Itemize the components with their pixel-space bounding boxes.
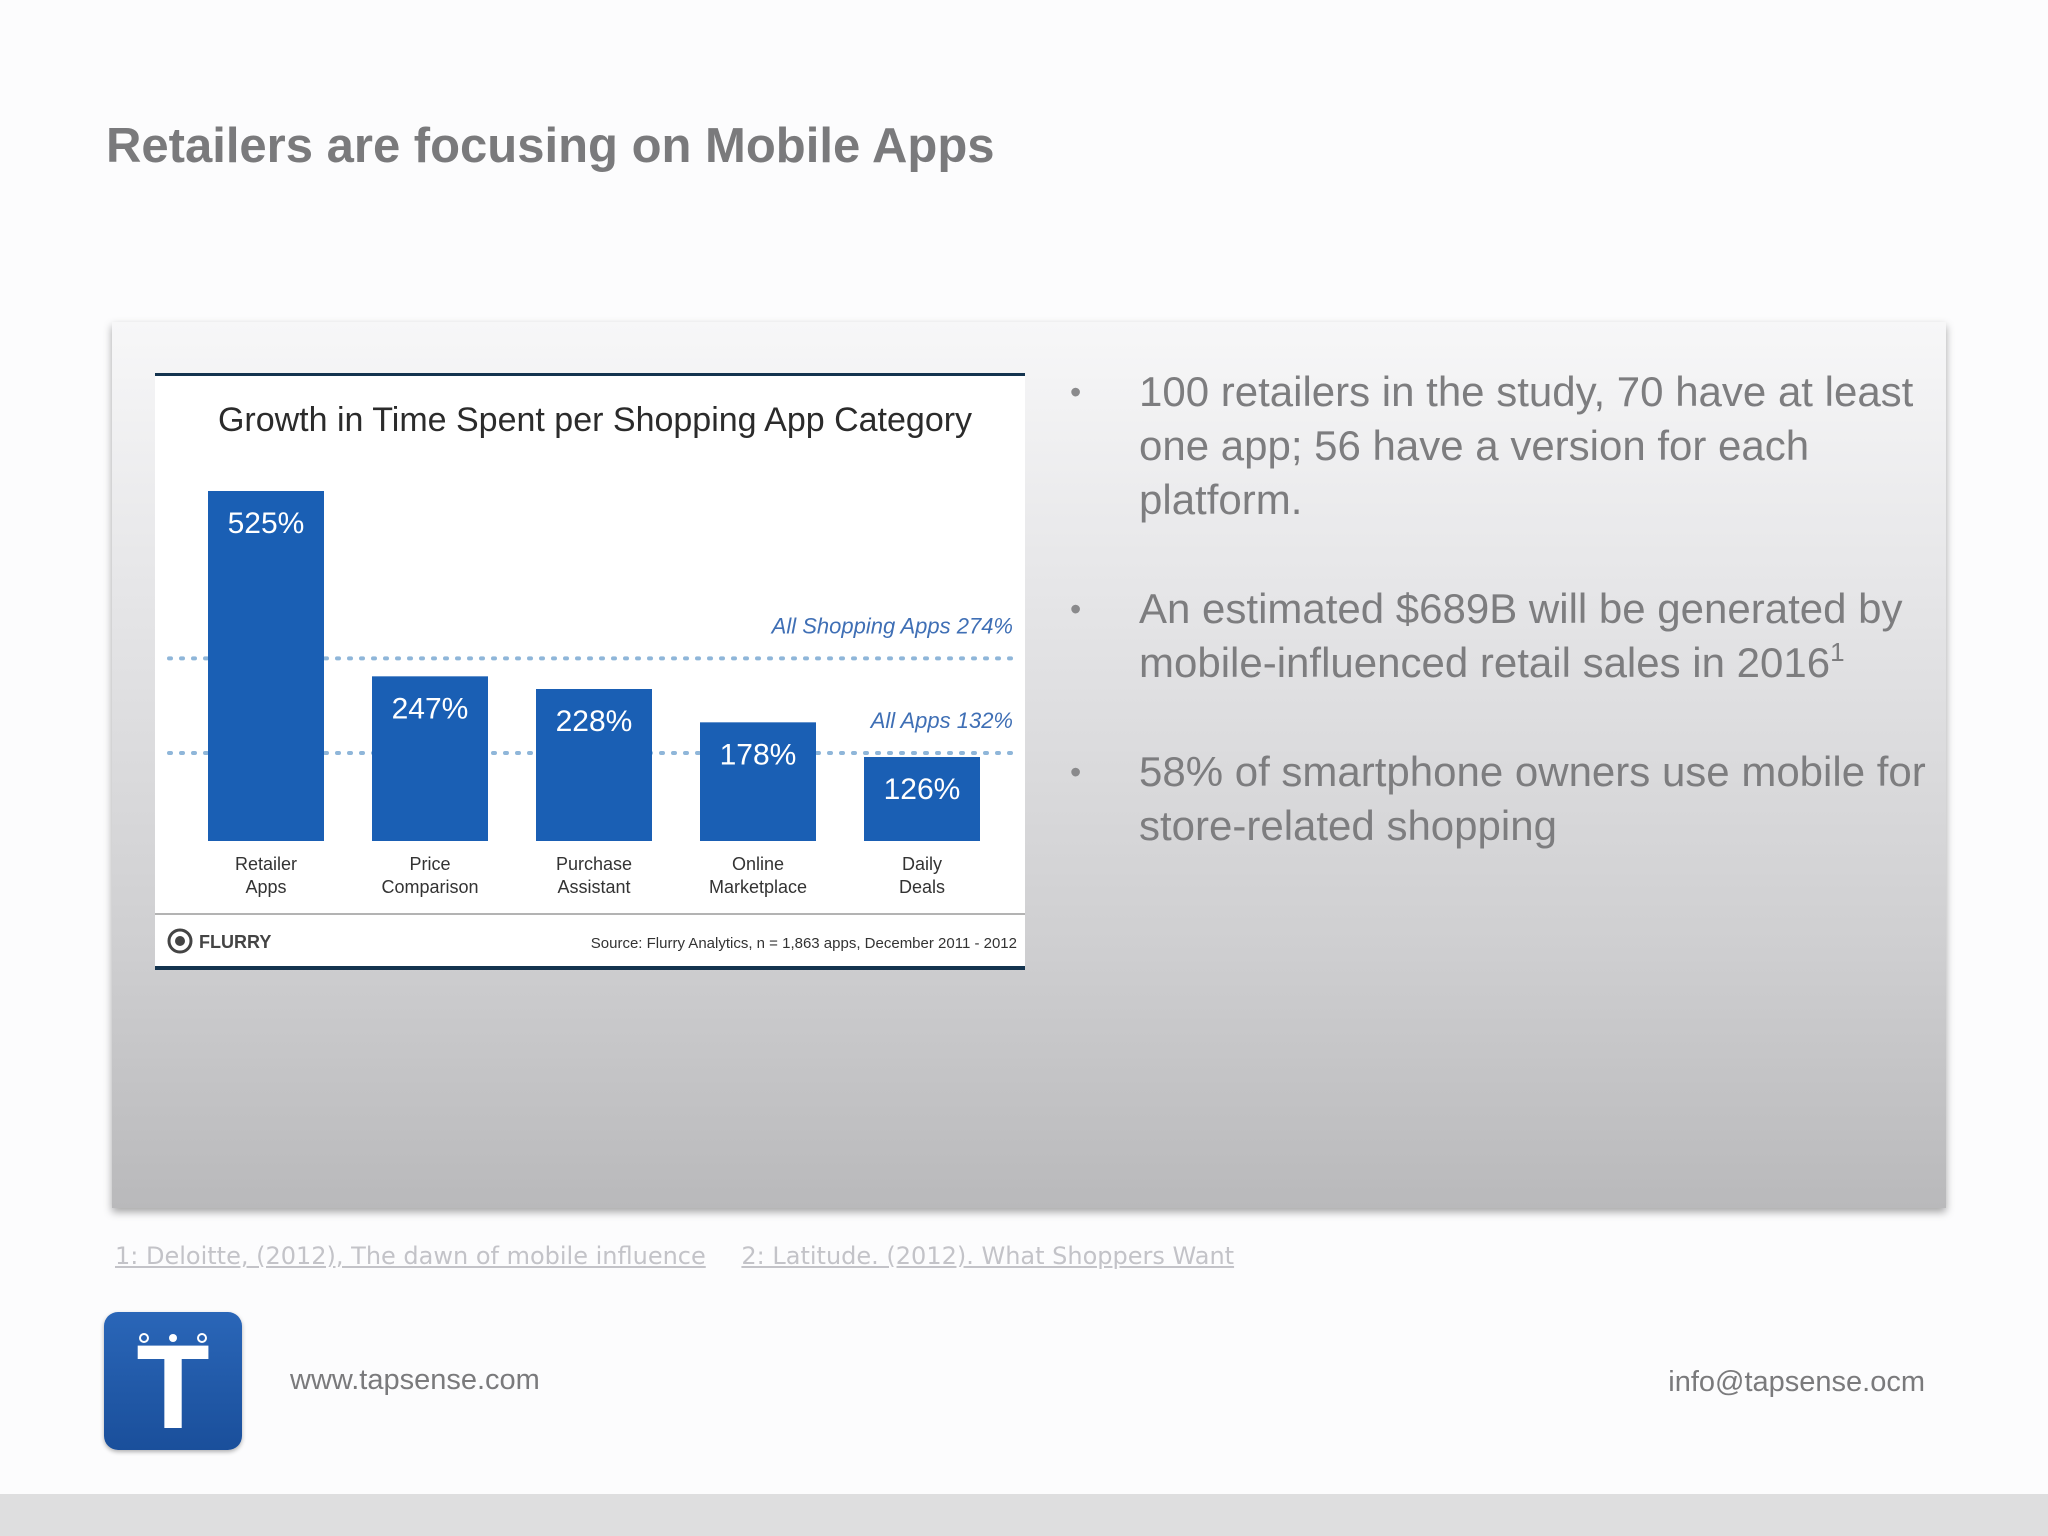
category-label: Purchase [556, 854, 632, 874]
bar [208, 491, 324, 841]
chart-title: Growth in Time Spent per Shopping App Ca… [218, 401, 972, 439]
bar-value-label: 247% [392, 692, 469, 725]
bar-value-label: 525% [228, 507, 305, 540]
category-label: Daily [902, 854, 942, 874]
references: 1: Deloitte, (2012), The dawn of mobile … [115, 1242, 1262, 1270]
bar [536, 689, 652, 841]
reference-line-label: All Apps 132% [869, 708, 1013, 733]
footnote-marker: 1 [1830, 637, 1845, 667]
category-label: Assistant [557, 877, 630, 897]
bullet-list: • 100 retailers in the study, 70 have at … [1070, 365, 1930, 908]
category-label: Retailer [235, 854, 297, 874]
bar-value-label: 228% [556, 705, 633, 738]
email-link[interactable]: info@tapsense.ocm [1668, 1366, 1925, 1398]
flurry-logo-icon [167, 928, 193, 954]
bullet-text: 58% of smartphone owners use mobile for … [1139, 748, 1926, 849]
bullet-icon: • [1070, 374, 1082, 410]
bullet-icon: • [1070, 754, 1082, 790]
chart-bottom-border [155, 966, 1025, 970]
bullet-item: • 100 retailers in the study, 70 have at … [1070, 365, 1930, 527]
flurry-logo-core [175, 936, 185, 946]
logo-dots-icon [139, 1333, 207, 1343]
chart-source: Source: Flurry Analytics, n = 1,863 apps… [591, 935, 1017, 952]
bar [700, 722, 816, 841]
bar-chart: Growth in Time Spent per Shopping App Ca… [155, 373, 1025, 970]
footer-bar [0, 1494, 2048, 1536]
reference-line-label: All Shopping Apps 274% [770, 613, 1013, 638]
bullet-text: An estimated $689B will be generated by … [1139, 585, 1903, 686]
chart-brand: FLURRY [199, 932, 271, 952]
slide-title: Retailers are focusing on Mobile Apps [106, 119, 995, 173]
bullet-icon: • [1070, 591, 1082, 627]
bullet-text: 100 retailers in the study, 70 have at l… [1139, 368, 1914, 523]
bar-value-label: 126% [884, 773, 961, 806]
reference-link-latitude[interactable]: 2: Latitude. (2012). What Shoppers Want [741, 1242, 1235, 1270]
logo-letter: T [136, 1320, 210, 1454]
reference-link-deloitte[interactable]: 1: Deloitte, (2012), The dawn of mobile … [115, 1242, 706, 1270]
category-label: Apps [245, 877, 286, 897]
bullet-item: • 58% of smartphone owners use mobile for… [1070, 745, 1930, 853]
chart-top-border [155, 373, 1025, 376]
website-link[interactable]: www.tapsense.com [290, 1364, 540, 1396]
tapsense-logo: T [104, 1312, 242, 1454]
bar [372, 676, 488, 841]
category-label: Online [732, 854, 784, 874]
bar-value-label: 178% [720, 738, 797, 771]
category-label: Marketplace [709, 877, 807, 897]
chart-svg: Growth in Time Spent per Shopping App Ca… [155, 373, 1025, 970]
bullet-item: • An estimated $689B will be generated by… [1070, 582, 1930, 690]
bar [864, 757, 980, 841]
category-label: Price [409, 854, 450, 874]
category-label: Comparison [381, 877, 478, 897]
category-label: Deals [899, 877, 945, 897]
